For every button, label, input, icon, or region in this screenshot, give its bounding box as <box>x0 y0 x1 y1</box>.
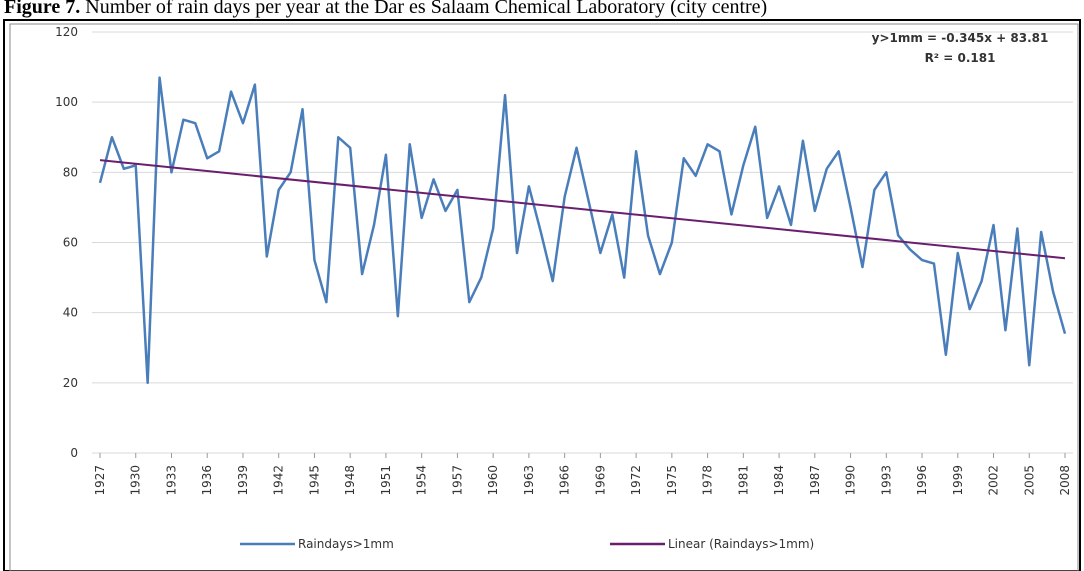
x-tick-label: 1966 <box>558 465 572 496</box>
series-line <box>99 159 1066 260</box>
y-tick-label: 100 <box>55 95 78 109</box>
trend-r2: R² = 0.181 <box>925 51 996 65</box>
y-tick-label: 80 <box>63 165 78 179</box>
x-tick-label: 1993 <box>879 465 893 496</box>
x-tick-label: 1942 <box>272 465 286 496</box>
x-tick-label: 1957 <box>450 465 464 496</box>
frame <box>3 19 1081 571</box>
x-tick-label: 2002 <box>987 465 1001 496</box>
x-tick-label: 1948 <box>343 465 357 496</box>
x-tick-label: 2008 <box>1058 465 1072 496</box>
y-tick-label: 60 <box>63 236 78 250</box>
trend-equation: y>1mm = -0.345x + 83.81 <box>872 31 1049 45</box>
x-tick-label: 1996 <box>915 465 929 496</box>
x-tick-label: 1972 <box>629 465 643 496</box>
x-tick-label: 1975 <box>665 465 679 496</box>
x-tick-label: 1987 <box>808 465 822 496</box>
x-tick-label: 1999 <box>951 465 965 496</box>
x-tick-label: 1960 <box>486 465 500 496</box>
x-tick-label: 1939 <box>236 465 250 496</box>
y-tick-label: 20 <box>63 376 78 390</box>
x-tick-label: 1927 <box>93 465 107 496</box>
x-tick-label: 1984 <box>772 465 786 496</box>
legend-label: Raindays>1mm <box>298 537 394 551</box>
y-tick-label: 40 <box>63 306 78 320</box>
caption: Figure 7. Number of rain days per year a… <box>4 0 767 19</box>
x-tick-label: 1945 <box>307 465 321 496</box>
x-tick-label: 1933 <box>164 465 178 496</box>
caption-label: Figure 7. <box>4 0 81 18</box>
x-tick-label: 1978 <box>701 465 715 496</box>
y-tick-label: 120 <box>55 25 78 39</box>
x-tick-label: 1963 <box>522 465 536 496</box>
x-tick-label: 1981 <box>736 465 750 496</box>
chart-title: Number of rain days per year at the Dar … <box>85 0 768 18</box>
series-line <box>98 76 1067 385</box>
x-tick-label: 1930 <box>129 465 143 496</box>
x-tick-label: 1990 <box>844 465 858 496</box>
y-tick-label: 0 <box>70 446 78 460</box>
x-tick-label: 2005 <box>1022 465 1036 496</box>
chart-border <box>9 23 1079 571</box>
x-tick-label: 1954 <box>415 465 429 496</box>
x-tick-label: 1936 <box>200 465 214 496</box>
legend-label: Linear (Raindays>1mm) <box>668 537 814 551</box>
x-tick-label: 1969 <box>593 465 607 496</box>
x-tick-label: 1951 <box>379 465 393 496</box>
